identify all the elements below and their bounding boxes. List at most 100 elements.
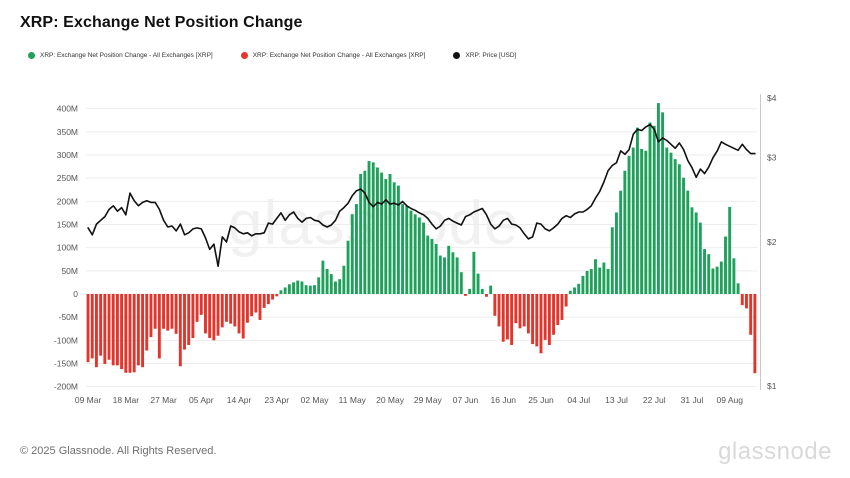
net-change-bar-positive[interactable] <box>480 288 484 294</box>
net-change-bar-positive[interactable] <box>585 270 589 294</box>
net-change-bar-negative[interactable] <box>115 294 119 366</box>
net-change-bar-positive[interactable] <box>665 147 669 294</box>
net-change-bar-positive[interactable] <box>711 268 715 294</box>
net-change-bar-positive[interactable] <box>703 249 706 294</box>
legend-item-price[interactable]: XRP: Price [USD] <box>453 52 516 59</box>
net-change-bar-positive[interactable] <box>355 204 358 294</box>
net-change-bar-negative[interactable] <box>266 294 270 305</box>
net-change-bar-negative[interactable] <box>505 294 509 340</box>
net-change-bar-positive[interactable] <box>728 206 732 294</box>
net-change-bar-negative[interactable] <box>199 294 203 315</box>
net-change-bar-negative[interactable] <box>547 294 551 345</box>
net-change-bar-positive[interactable] <box>677 164 681 294</box>
net-change-bar-negative[interactable] <box>237 294 241 334</box>
net-change-bar-positive[interactable] <box>426 235 430 294</box>
net-change-bar-negative[interactable] <box>241 294 245 339</box>
net-change-bar-positive[interactable] <box>447 245 451 294</box>
net-change-bar-positive[interactable] <box>640 148 644 294</box>
net-change-bar-positive[interactable] <box>308 285 312 294</box>
net-change-bar-positive[interactable] <box>669 152 673 294</box>
net-change-bar-positive[interactable] <box>401 204 405 294</box>
net-change-bar-positive[interactable] <box>610 227 614 294</box>
net-change-bar-positive[interactable] <box>283 287 287 294</box>
net-change-bar-negative[interactable] <box>124 294 128 373</box>
net-change-bar-negative[interactable] <box>745 294 748 309</box>
net-change-bar-positive[interactable] <box>690 207 694 294</box>
net-change-bar-positive[interactable] <box>661 112 665 294</box>
net-change-bar-negative[interactable] <box>157 294 161 359</box>
net-change-bar-positive[interactable] <box>698 222 702 294</box>
net-change-bar-negative[interactable] <box>522 294 526 327</box>
net-change-bar-negative[interactable] <box>233 294 237 327</box>
net-change-bar-positive[interactable] <box>606 268 610 294</box>
net-change-bar-positive[interactable] <box>581 275 585 294</box>
net-change-bar-positive[interactable] <box>623 170 627 294</box>
net-change-bar-negative[interactable] <box>552 294 556 335</box>
net-change-bar-negative[interactable] <box>204 294 207 334</box>
net-change-bar-negative[interactable] <box>195 294 199 322</box>
net-change-bar-positive[interactable] <box>577 283 581 294</box>
net-change-bar-negative[interactable] <box>216 294 220 336</box>
net-change-bar-positive[interactable] <box>468 288 472 294</box>
net-change-bar-positive[interactable] <box>489 285 493 294</box>
net-change-bar-positive[interactable] <box>375 167 379 294</box>
net-change-bar-positive[interactable] <box>724 236 727 294</box>
net-change-bar-positive[interactable] <box>619 190 623 294</box>
net-change-bar-negative[interactable] <box>740 294 744 306</box>
net-change-bar-positive[interactable] <box>686 190 690 294</box>
net-change-bar-negative[interactable] <box>250 294 254 317</box>
net-change-bar-positive[interactable] <box>338 279 342 294</box>
net-change-bar-positive[interactable] <box>342 265 346 294</box>
net-change-bar-positive[interactable] <box>413 214 417 294</box>
net-change-bar-positive[interactable] <box>455 257 459 294</box>
net-change-bar-negative[interactable] <box>86 294 90 363</box>
net-change-bar-positive[interactable] <box>573 287 576 294</box>
net-change-bar-negative[interactable] <box>254 294 258 313</box>
net-change-bar-negative[interactable] <box>564 294 568 307</box>
net-change-bar-negative[interactable] <box>99 294 103 356</box>
net-change-bar-positive[interactable] <box>476 273 480 294</box>
net-change-bar-negative[interactable] <box>183 294 186 350</box>
net-change-bar-positive[interactable] <box>317 277 321 294</box>
net-change-bar-positive[interactable] <box>615 212 618 294</box>
net-change-bar-negative[interactable] <box>103 294 107 364</box>
net-change-bar-positive[interactable] <box>304 285 308 294</box>
net-change-bar-negative[interactable] <box>464 294 467 296</box>
net-change-bar-negative[interactable] <box>749 294 753 335</box>
net-change-bar-negative[interactable] <box>531 294 535 345</box>
net-change-bar-positive[interactable] <box>707 254 711 294</box>
legend-item-net-positive[interactable]: XRP: Exchange Net Position Change - All … <box>28 52 213 59</box>
net-change-bar-positive[interactable] <box>350 214 354 294</box>
net-change-bar-positive[interactable] <box>451 252 455 294</box>
net-change-bar-positive[interactable] <box>472 251 476 294</box>
net-change-bar-positive[interactable] <box>287 284 291 294</box>
net-change-bar-positive[interactable] <box>405 205 409 294</box>
net-change-bar-negative[interactable] <box>212 294 216 341</box>
net-change-bar-positive[interactable] <box>598 267 602 294</box>
net-change-bar-negative[interactable] <box>149 294 153 338</box>
net-change-bar-positive[interactable] <box>384 179 388 294</box>
net-change-bar-negative[interactable] <box>162 294 165 329</box>
net-change-bar-negative[interactable] <box>514 294 518 324</box>
net-change-bar-negative[interactable] <box>111 294 115 366</box>
net-change-bar-positive[interactable] <box>346 240 350 294</box>
legend-item-net-negative[interactable]: XRP: Exchange Net Position Change - All … <box>240 52 425 59</box>
net-change-bar-positive[interactable] <box>648 122 652 295</box>
net-change-bar-positive[interactable] <box>694 212 698 294</box>
net-change-bar-positive[interactable] <box>736 283 740 294</box>
net-change-bar-negative[interactable] <box>120 294 124 370</box>
net-change-bar-negative[interactable] <box>178 294 182 367</box>
net-change-bar-negative[interactable] <box>153 294 157 329</box>
net-change-bar-positive[interactable] <box>602 262 606 294</box>
net-change-bar-negative[interactable] <box>485 294 488 297</box>
net-change-bar-positive[interactable] <box>434 243 438 294</box>
net-change-bar-positive[interactable] <box>371 162 375 294</box>
net-change-bar-positive[interactable] <box>568 290 572 294</box>
net-change-bar-negative[interactable] <box>753 294 757 374</box>
net-change-bar-positive[interactable] <box>325 268 329 294</box>
net-change-bar-negative[interactable] <box>526 294 530 334</box>
net-change-bar-positive[interactable] <box>594 259 597 294</box>
net-change-bar-positive[interactable] <box>380 172 384 294</box>
net-change-bar-negative[interactable] <box>136 294 140 366</box>
